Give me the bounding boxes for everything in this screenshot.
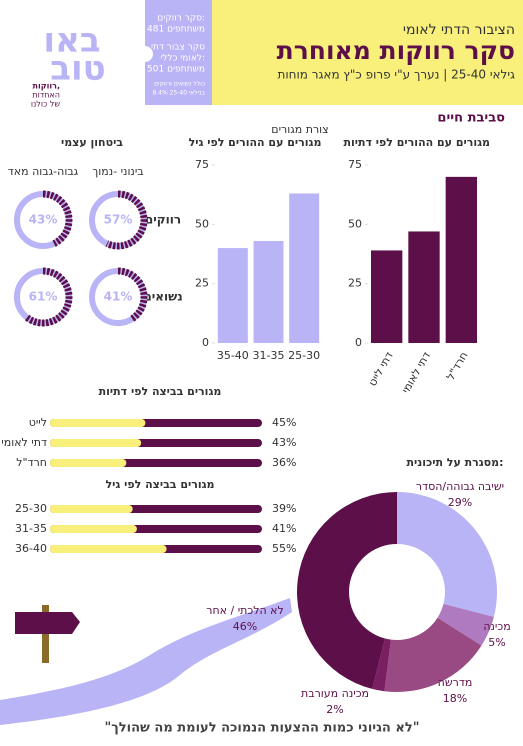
bar xyxy=(50,545,167,553)
category-label: 31-35 xyxy=(15,522,47,535)
category-label: לייט xyxy=(29,416,47,429)
chart-title: מגורים עם ההורים לפי דתיות xyxy=(343,136,490,149)
slice-label: מכינה xyxy=(483,620,510,633)
slice-label: לא הלכתי / אחר xyxy=(206,604,284,617)
bar xyxy=(50,525,137,533)
section-title: סביבת חיים xyxy=(437,111,505,126)
category-label: חרד"ל xyxy=(16,456,47,469)
value-label: 45% xyxy=(272,416,296,429)
pie-slice xyxy=(384,617,482,692)
bar xyxy=(445,176,478,343)
road-decoration xyxy=(0,598,292,725)
signpost-sign xyxy=(15,612,80,634)
quote: "לא הגיוני כמות ההצעות הנמוכה לעומת מה ש… xyxy=(104,721,419,736)
y-tick-label: 25 xyxy=(348,277,362,290)
pie-slice xyxy=(297,492,397,689)
value-label: 39% xyxy=(272,502,296,515)
pie-slice xyxy=(437,603,494,646)
slice-value: 18% xyxy=(443,692,467,705)
bar xyxy=(217,248,248,343)
chart-title: מגורים עם ההורים לפי גיל xyxy=(189,136,322,149)
logo-tagline: של כולנו xyxy=(31,100,60,109)
sidebar-text: לאומי כללי: xyxy=(160,54,205,64)
header-band xyxy=(212,0,523,105)
ring-label: 61% xyxy=(29,290,58,304)
sidebar-text: סקר רווקים: xyxy=(157,14,205,24)
y-tick-label: 75 xyxy=(348,158,362,171)
y-tick-label: 25 xyxy=(195,277,209,290)
y-tick-label: 50 xyxy=(195,217,209,230)
y-tick-label: 0 xyxy=(202,336,209,349)
chart-title: מגורים בביצה לפי גיל xyxy=(106,478,215,491)
slice-value: 2% xyxy=(326,703,343,716)
slice-label: מדרשה xyxy=(438,676,473,689)
header-subtitle: הציבור הדתי לאומי xyxy=(403,22,515,38)
column-label: בינוני -נמוך xyxy=(92,165,143,178)
x-tick-label: 31-35 xyxy=(253,349,285,362)
slice-value: 29% xyxy=(448,496,472,509)
logo-tagline: האחדות xyxy=(32,91,60,100)
sidebar-text: כולל נשואים ורווקים xyxy=(154,81,205,88)
y-tick-label: 50 xyxy=(348,217,362,230)
pie-slice xyxy=(397,492,497,617)
ring-arc xyxy=(24,267,73,327)
chart-supertitle: צורת מגורים xyxy=(271,123,328,136)
value-label: 41% xyxy=(272,522,296,535)
sidebar-text: 481 משתתפים xyxy=(147,25,205,35)
ring-label: 43% xyxy=(29,213,58,227)
chart-title: מסגרת על תיכונית: xyxy=(406,456,503,469)
bar xyxy=(370,250,403,343)
slice-label: מכינה מעורבת xyxy=(301,687,369,700)
sidebar-text: סקר צבור דתי xyxy=(151,43,205,53)
bar xyxy=(50,505,133,513)
logo-tagline: רווקות, xyxy=(33,82,60,91)
chart-title: מגורים בביצה לפי דתיות xyxy=(99,385,222,398)
sidebar-text: 8.4% בגילאי 25-40 xyxy=(152,90,205,97)
slice-value: 46% xyxy=(233,620,257,633)
bar xyxy=(50,419,146,427)
bar xyxy=(50,459,127,467)
bar xyxy=(408,231,440,343)
column-label: גבוה-גבוה מאד xyxy=(8,165,79,178)
x-tick-label: חרד"ל xyxy=(444,350,471,383)
bar xyxy=(50,439,142,447)
pie-slice xyxy=(372,638,391,692)
x-tick-label: דתי לייט xyxy=(366,350,396,389)
row-label: רווקים xyxy=(145,213,181,227)
bar xyxy=(253,240,284,343)
ring-label: 41% xyxy=(104,290,133,304)
category-label: 36-40 xyxy=(15,542,47,555)
sidebar-text: 501 משתתפים xyxy=(147,65,205,75)
x-tick-label: 25-30 xyxy=(288,349,320,362)
x-tick-label: דתי לאומי xyxy=(399,350,433,396)
logo-mark: באו xyxy=(43,21,100,61)
category-label: 25-30 xyxy=(15,502,47,515)
sidebar-panel xyxy=(145,0,212,105)
y-tick-label: 0 xyxy=(355,336,362,349)
value-label: 36% xyxy=(272,456,296,469)
value-label: 43% xyxy=(272,436,296,449)
row-label: נשואים xyxy=(143,290,182,304)
chart-title: ביטחון עצמי xyxy=(61,136,123,149)
bar xyxy=(289,193,320,343)
category-label: דתי לאומי xyxy=(1,436,47,449)
ring-arc xyxy=(42,190,73,247)
logo-mark: טוב xyxy=(50,49,106,89)
header-title: סקר רווקות מאוחרת xyxy=(277,36,515,65)
ring-arc xyxy=(117,267,148,322)
x-tick-label: 35-40 xyxy=(217,349,249,362)
slice-label: ישיבה גבוהה/הסדר xyxy=(416,480,504,493)
slice-value: 5% xyxy=(488,636,505,649)
ring-label: 57% xyxy=(104,213,133,227)
header-note: גילאי 25-40 | נערך ע"י פרופ כ"ץ מאגר מוח… xyxy=(277,68,515,82)
ring-arc xyxy=(105,190,148,250)
y-tick-label: 75 xyxy=(195,158,209,171)
value-label: 55% xyxy=(272,542,296,555)
